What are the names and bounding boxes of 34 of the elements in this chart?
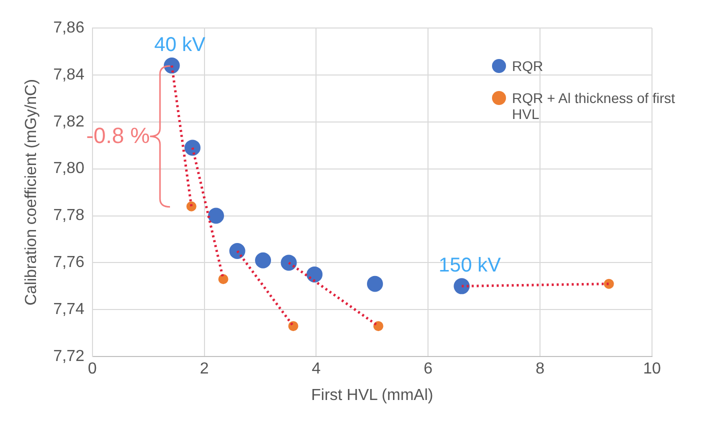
legend-label: RQR + Al thickness of first HVL: [512, 90, 676, 122]
point: [218, 274, 228, 284]
y-tick-label: 7,84: [53, 66, 84, 84]
y-tick-label: 7,80: [53, 160, 84, 178]
y-tick-label: 7,82: [53, 113, 84, 130]
x-tick-label: 0: [88, 360, 97, 378]
point: [255, 252, 272, 268]
y-tick-label: 7,72: [53, 348, 84, 366]
x-tick-label: 2: [200, 360, 209, 378]
y-axis-title: Calibration coefficient (mGy/nC): [23, 79, 40, 306]
point: [184, 140, 201, 156]
point: [366, 276, 383, 292]
x-tick-label: 10: [643, 360, 661, 378]
point: [454, 278, 470, 294]
legend-label: RQR: [512, 58, 544, 74]
y-tick-label: 7,76: [53, 254, 84, 272]
x-tick-label: 4: [312, 360, 321, 378]
annotation: 150 kV: [438, 254, 502, 277]
point: [373, 321, 384, 332]
point: [280, 254, 297, 271]
point: [604, 278, 614, 289]
y-tick-label: 7,74: [53, 301, 84, 318]
annotation: -0.8 %: [86, 122, 150, 149]
point: [229, 242, 246, 259]
point: [208, 208, 224, 224]
annotation: 40 kV: [154, 34, 206, 56]
point: [288, 321, 298, 332]
y-tick-label: 7,86: [53, 19, 84, 36]
point: [306, 266, 323, 282]
x-tick-label: 8: [536, 360, 545, 378]
y-tick-label: 7,78: [53, 207, 84, 224]
point: [186, 201, 196, 212]
x-tick-label: 6: [424, 360, 433, 378]
x-axis-title: First HVL (mmAl): [311, 386, 434, 404]
